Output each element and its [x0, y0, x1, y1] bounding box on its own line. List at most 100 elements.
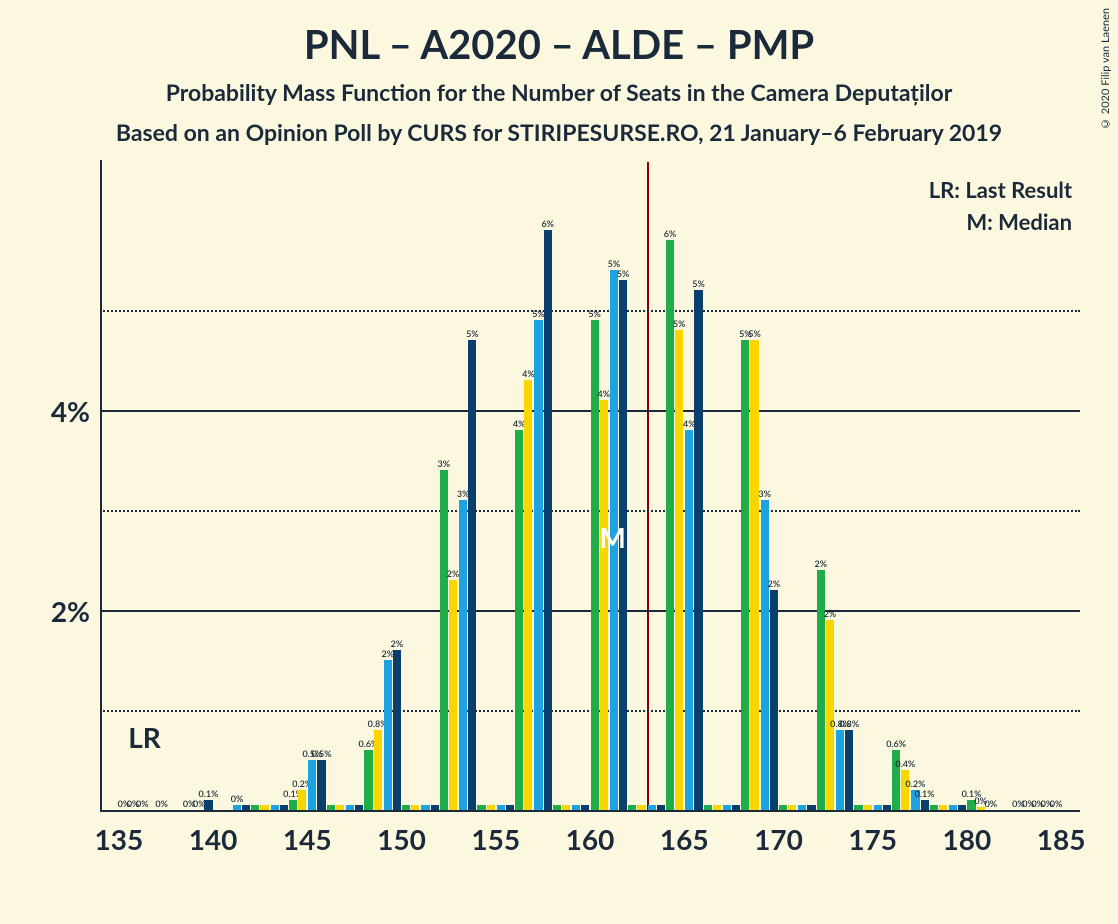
bar — [308, 760, 316, 810]
bar — [600, 400, 608, 810]
bar — [364, 750, 372, 810]
bar — [826, 620, 834, 810]
bar — [845, 730, 853, 810]
bar — [930, 805, 938, 810]
median-line — [647, 162, 649, 810]
x-tick-label: 175 — [848, 822, 897, 856]
bar — [477, 805, 485, 810]
bar — [741, 340, 749, 810]
bar — [770, 590, 778, 810]
bar — [939, 805, 947, 810]
bar — [874, 805, 882, 810]
bar-value-label: 0.1% — [915, 788, 935, 799]
bar-value-label: 0% — [155, 798, 168, 809]
bar — [864, 805, 872, 810]
bar — [534, 320, 542, 810]
bar — [233, 805, 241, 810]
bar — [581, 805, 589, 810]
bar — [921, 800, 929, 810]
bar-value-label: 0.6% — [886, 738, 906, 749]
chart-subtitle-2: Based on an Opinion Poll by CURS for STI… — [0, 118, 1118, 146]
bar — [431, 805, 439, 810]
x-tick-label: 185 — [1037, 822, 1086, 856]
bar — [562, 805, 570, 810]
bar — [761, 500, 769, 810]
bar — [977, 807, 985, 810]
bar — [411, 805, 419, 810]
bar-value-label: 5% — [748, 328, 761, 339]
bar — [723, 805, 731, 810]
bar — [459, 500, 467, 810]
bar-value-label: 0.8% — [839, 718, 859, 729]
bar — [779, 805, 787, 810]
x-tick-label: 140 — [189, 822, 238, 856]
bar-value-label: 4% — [597, 388, 610, 399]
bar-value-label: 2% — [447, 568, 460, 579]
bar — [327, 805, 335, 810]
x-tick-label: 150 — [377, 822, 426, 856]
bar — [901, 770, 909, 810]
bar — [317, 760, 325, 810]
bar — [251, 805, 259, 810]
x-tick-label: 180 — [943, 822, 992, 856]
bar — [854, 805, 862, 810]
bar-value-label: 2% — [814, 558, 827, 569]
bar-value-label: 5% — [617, 268, 630, 279]
bar — [572, 805, 580, 810]
bar-value-label: 3% — [438, 458, 451, 469]
bar-value-label: 5% — [673, 318, 686, 329]
bar — [817, 570, 825, 810]
bar — [750, 340, 758, 810]
bar — [346, 805, 354, 810]
bar-value-label: 5% — [692, 278, 705, 289]
plot-area: 0%0%0%0%0%0%0.1%0%0.1%0.2%0.5%0.5%0.6%0.… — [100, 170, 1080, 810]
bar-value-label: 2% — [391, 638, 404, 649]
bar — [260, 805, 268, 810]
bar — [704, 805, 712, 810]
bar-value-label: 0% — [136, 798, 149, 809]
bar — [685, 430, 693, 810]
bar — [713, 805, 721, 810]
last-result-label: LR — [128, 720, 161, 754]
bar — [384, 660, 392, 810]
median-label: M — [599, 520, 625, 554]
x-tick-label: 135 — [94, 822, 143, 856]
chart-subtitle-1: Probability Mass Function for the Number… — [0, 78, 1118, 106]
y-tick-label: 4% — [51, 394, 90, 428]
bar — [468, 340, 476, 810]
bar-value-label: 6% — [664, 228, 677, 239]
bar — [657, 805, 665, 810]
bar — [694, 290, 702, 810]
bar — [487, 805, 495, 810]
bar — [242, 805, 250, 810]
bar-value-label: 3% — [758, 488, 771, 499]
bar — [497, 805, 505, 810]
bar — [374, 730, 382, 810]
bar — [732, 805, 740, 810]
bar — [807, 805, 815, 810]
bar — [836, 730, 844, 810]
bar — [949, 805, 957, 810]
bar — [355, 805, 363, 810]
y-axis — [100, 160, 102, 810]
bar — [506, 805, 514, 810]
x-tick-label: 155 — [471, 822, 520, 856]
bar — [440, 470, 448, 810]
bar-value-label: 0% — [1050, 798, 1063, 809]
bar — [798, 805, 806, 810]
bar-value-label: 5% — [588, 308, 601, 319]
bar — [515, 430, 523, 810]
bar — [402, 805, 410, 810]
bar — [336, 805, 344, 810]
bar — [788, 805, 796, 810]
bar — [289, 800, 297, 810]
bar — [544, 230, 552, 810]
x-axis — [100, 810, 1080, 812]
x-tick-label: 165 — [660, 822, 709, 856]
x-tick-label: 170 — [754, 822, 803, 856]
bar — [421, 805, 429, 810]
bar-value-label: 5% — [466, 328, 479, 339]
bar — [271, 805, 279, 810]
copyright-text: © 2020 Filip van Laenen — [1099, 8, 1112, 130]
y-tick-label: 2% — [51, 594, 90, 628]
